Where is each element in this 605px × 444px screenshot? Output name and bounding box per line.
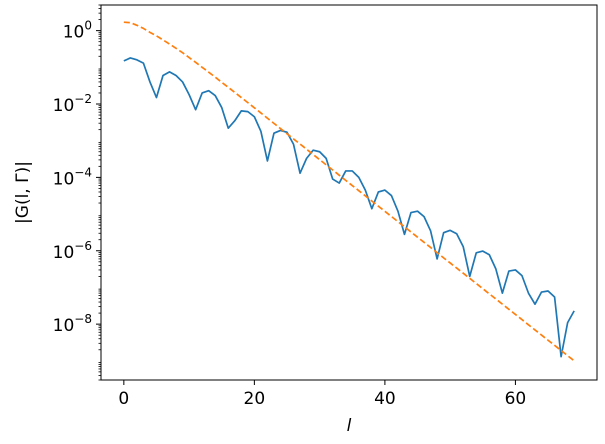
plot-frame [100,4,598,381]
y-tick-label: 100 [63,19,92,43]
series-layer [123,21,575,362]
y-axis: 10−8 10−6 10−4 10−2 100 [53,4,101,381]
x-tick-label: 40 [374,389,396,409]
y-tick-label: 10−4 [53,165,92,189]
x-tick-label: 0 [118,389,129,409]
y-tick-label: 10−2 [53,92,92,116]
x-axis-label: l [347,416,352,436]
y-tick-label: 10−8 [53,312,92,336]
series-line-2 [123,21,575,362]
x-axis: 0 20 40 60 [118,380,526,409]
y-axis-label: |G(l, Γ)| [13,161,33,224]
series-line-1 [123,57,575,358]
y-tick-label: 10−6 [53,239,92,263]
x-tick-label: 20 [244,389,266,409]
x-tick-label: 60 [505,389,527,409]
